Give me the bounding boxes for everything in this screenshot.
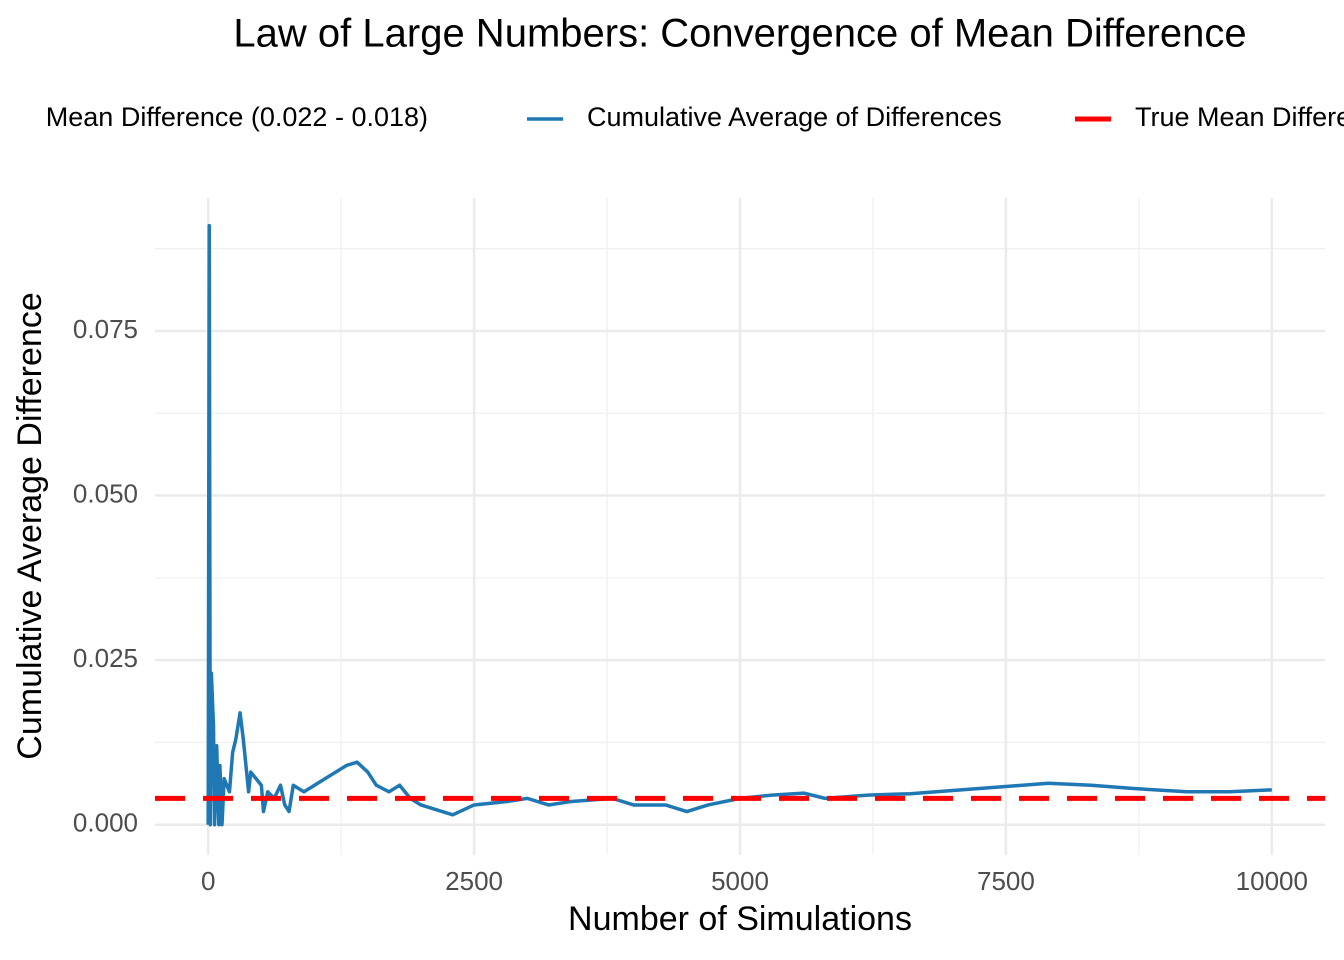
y-tick-label: 0.025 <box>73 643 138 673</box>
x-tick-label: 0 <box>201 866 215 896</box>
x-axis-label: Number of Simulations <box>568 900 912 938</box>
legend-title: Mean Difference (0.022 - 0.018) <box>46 102 428 132</box>
x-tick-label: 2500 <box>445 866 503 896</box>
y-tick-label: 0.050 <box>73 478 138 508</box>
legend-label: True Mean Difference <box>1135 102 1344 132</box>
chart-title: Law of Large Numbers: Convergence of Mea… <box>233 12 1246 56</box>
x-tick-label: 7500 <box>977 866 1035 896</box>
y-tick-label: 0.000 <box>73 808 138 838</box>
y-tick-label: 0.075 <box>73 314 138 344</box>
x-tick-label: 10000 <box>1236 866 1308 896</box>
data-line <box>206 223 1272 827</box>
legend-label: Cumulative Average of Differences <box>587 102 1002 132</box>
y-axis-label: Cumulative Average Difference <box>11 292 49 759</box>
x-tick-label: 5000 <box>711 866 769 896</box>
